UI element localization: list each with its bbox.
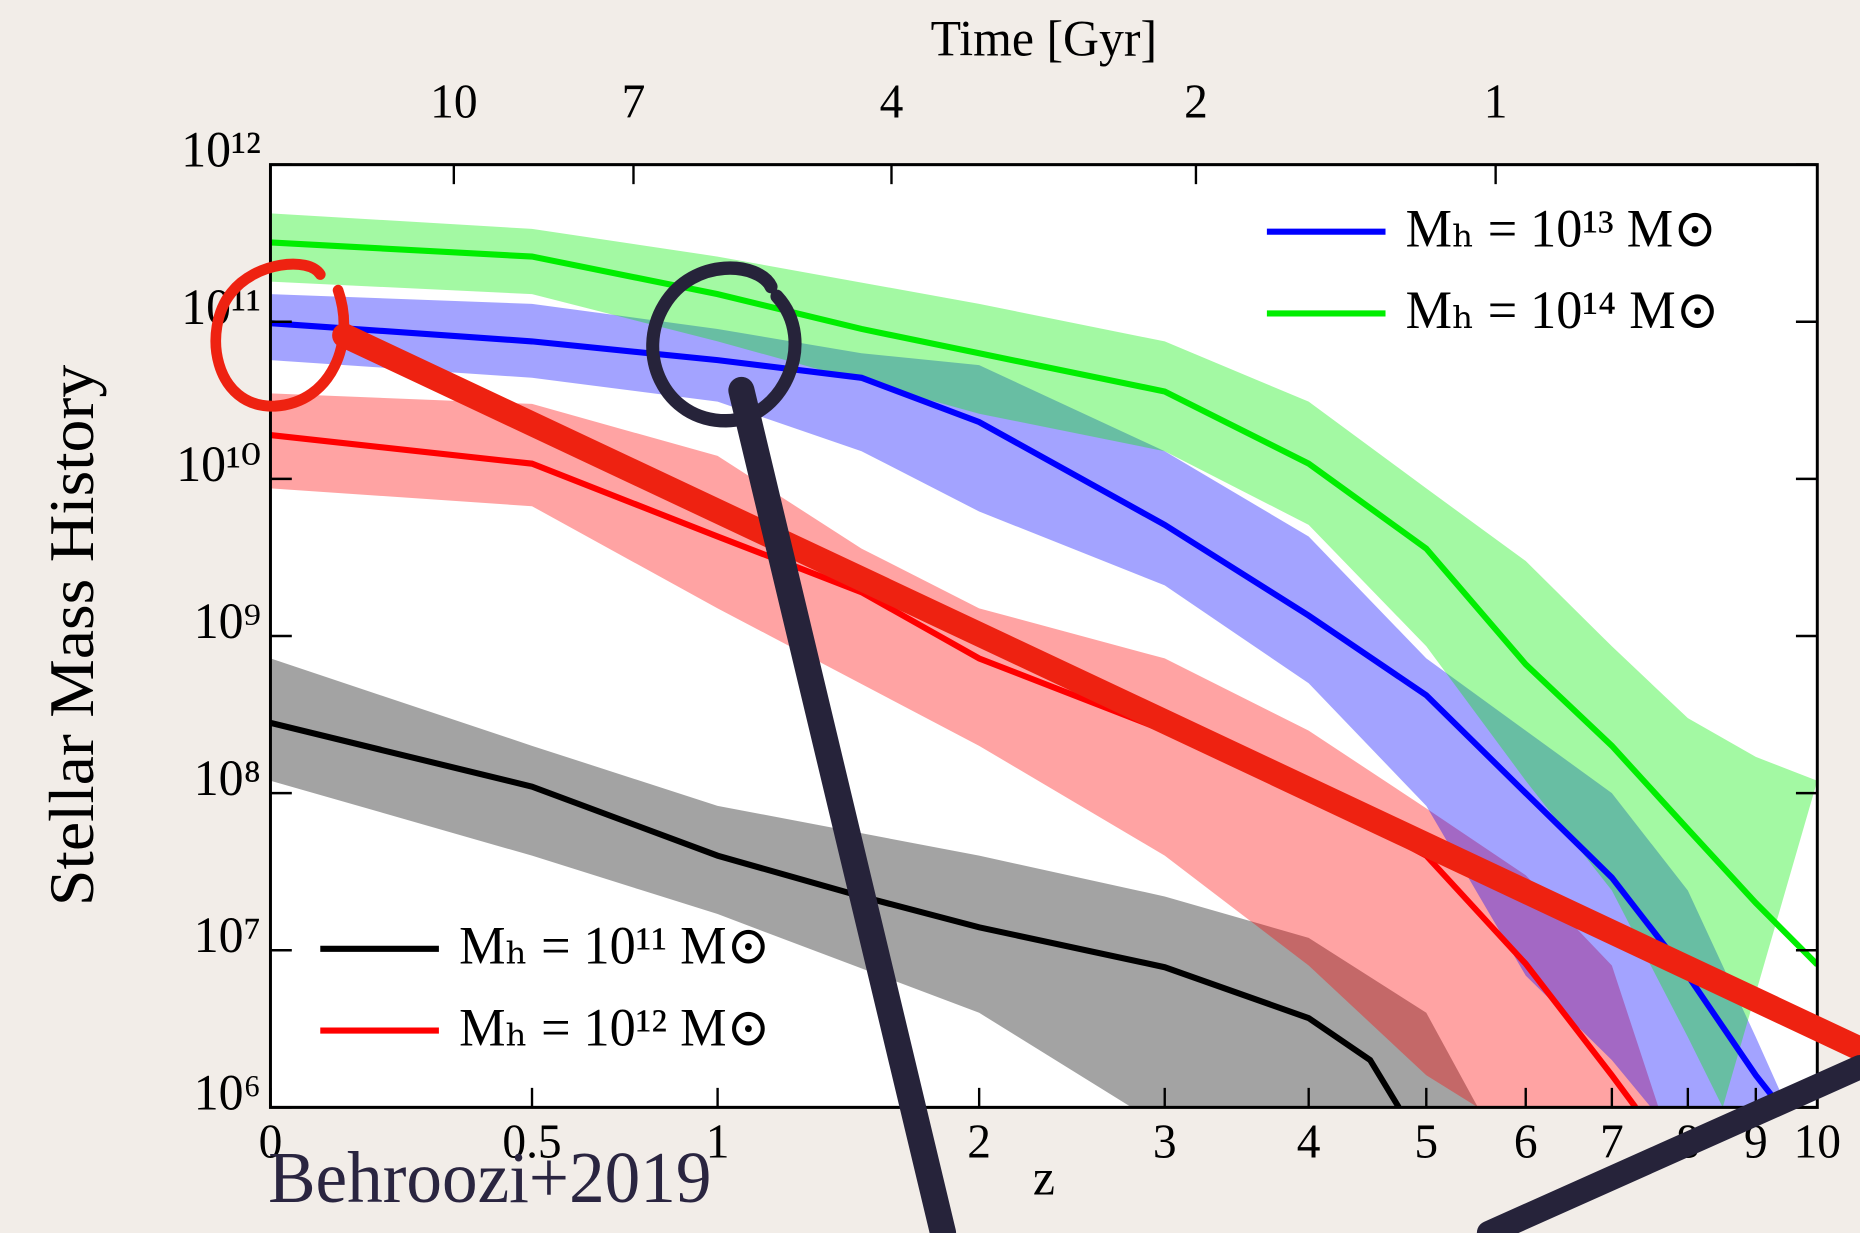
top-axis-label: Time [Gyr] — [931, 10, 1157, 67]
band — [270, 213, 1818, 1108]
legend-label: Mₕ = 10¹¹ M⊙ — [459, 917, 770, 976]
y-tick-label: 10⁸ — [194, 750, 261, 807]
hand-drawn-marks — [210, 258, 1860, 1233]
x-tick-label: 6 — [1514, 1115, 1538, 1169]
annotation: Behroozi+2019 — [268, 1137, 711, 1218]
x2-tick-label: 10 — [430, 75, 477, 129]
band — [270, 658, 1478, 1108]
band — [270, 294, 1788, 1108]
dark-stroke-2 — [1476, 1054, 1860, 1233]
x-axis-label: z — [1033, 1149, 1055, 1206]
red-stroke — [332, 323, 1860, 1062]
bands — [270, 213, 1818, 1108]
x-tick-label: 1 — [706, 1115, 730, 1169]
y-tick-label: 10¹⁰ — [176, 435, 261, 492]
series-line — [270, 239, 1818, 967]
x-tick-label: 2 — [967, 1115, 991, 1169]
x2-tick-label: 4 — [880, 75, 904, 129]
legend-label: Mₕ = 10¹² M⊙ — [459, 999, 770, 1058]
legend: Mₕ = 10¹¹ M⊙ Mₕ = 10¹² M⊙ Mₕ = 10¹³ M⊙ Mₕ =… — [320, 200, 1720, 1058]
band — [270, 393, 1659, 1108]
legend-label: Mₕ = 10¹³ M⊙ — [1406, 200, 1717, 259]
dark-stroke — [728, 376, 957, 1233]
legend-label: Mₕ = 10¹⁴ M⊙ — [1406, 282, 1720, 341]
x2-tick-label: 2 — [1184, 75, 1208, 129]
x-tick-label: 0.5 — [502, 1115, 561, 1169]
plot-area — [270, 164, 1818, 1108]
x2-tick-label: 7 — [622, 75, 646, 129]
y-tick-label: 10⁶ — [194, 1064, 261, 1121]
y-tick-label: 10⁷ — [194, 907, 261, 964]
series-line — [270, 719, 1402, 1108]
x-tick-label: 4 — [1297, 1115, 1321, 1169]
y-axis-label: Stellar Mass History — [37, 364, 108, 906]
x2-tick-label: 1 — [1484, 75, 1508, 129]
y-tick-label: 10¹² — [181, 121, 261, 178]
red-circle — [210, 258, 350, 412]
axes: 0 0.5 1 2 3 4 5 6 7 8 9 1010 7 4 2 110⁶10⁷10⁸10⁹10¹⁰10¹… — [176, 75, 1841, 1169]
y-tick-label: 10⁹ — [194, 592, 261, 649]
x-tick-label: 0 — [259, 1115, 283, 1169]
x-tick-label: 10 — [1794, 1115, 1841, 1169]
x-tick-label: 7 — [1600, 1115, 1624, 1169]
x-tick-label: 3 — [1153, 1115, 1177, 1169]
dark-circle — [646, 261, 802, 428]
x-tick-label: 5 — [1414, 1115, 1438, 1169]
